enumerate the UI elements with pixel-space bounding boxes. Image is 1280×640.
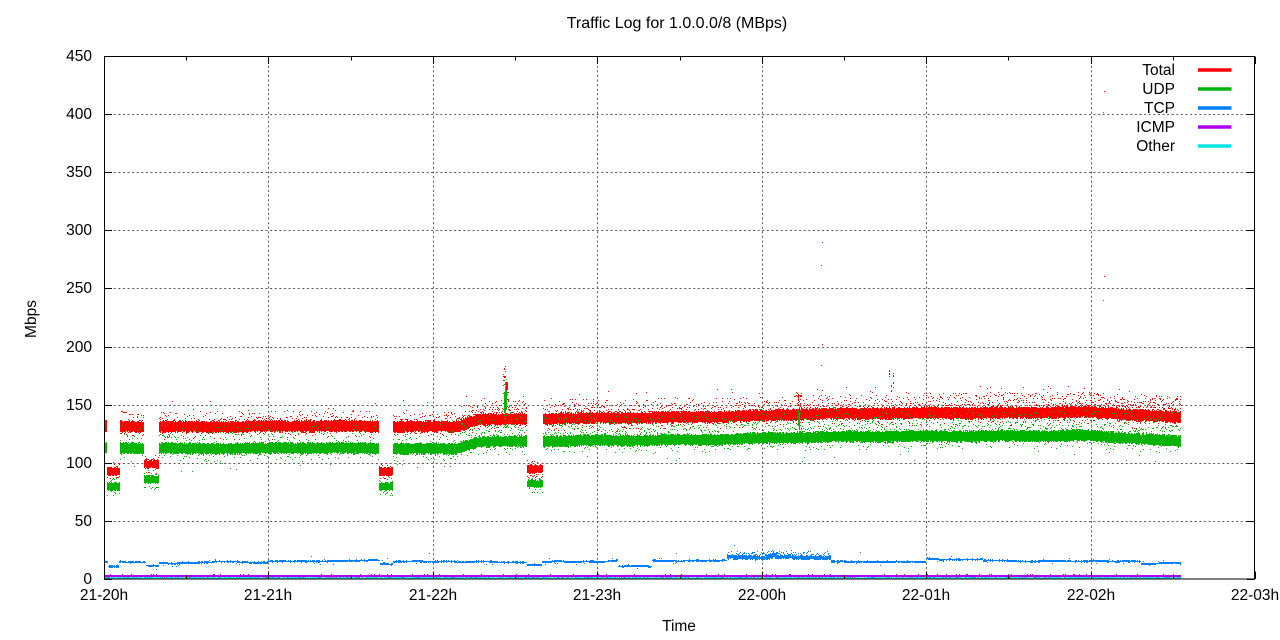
svg-text:250: 250 <box>66 280 92 297</box>
svg-text:22-00h: 22-00h <box>738 587 786 604</box>
svg-text:400: 400 <box>66 106 92 123</box>
svg-text:0: 0 <box>83 571 92 588</box>
svg-text:300: 300 <box>66 222 92 239</box>
svg-text:Traffic Log for 1.0.0.0/8 (MBp: Traffic Log for 1.0.0.0/8 (MBps) <box>567 15 788 32</box>
svg-text:TCP: TCP <box>1144 100 1175 117</box>
svg-text:ICMP: ICMP <box>1136 119 1175 136</box>
svg-text:21-23h: 21-23h <box>573 587 621 604</box>
svg-text:350: 350 <box>66 164 92 181</box>
svg-text:22-02h: 22-02h <box>1067 587 1115 604</box>
svg-text:450: 450 <box>66 48 92 65</box>
svg-text:UDP: UDP <box>1142 81 1175 98</box>
svg-text:22-03h: 22-03h <box>1231 587 1279 604</box>
svg-text:50: 50 <box>75 513 93 530</box>
svg-text:100: 100 <box>66 455 92 472</box>
svg-text:21-22h: 21-22h <box>409 587 457 604</box>
svg-text:21-20h: 21-20h <box>80 587 128 604</box>
svg-text:22-01h: 22-01h <box>902 587 950 604</box>
svg-text:21-21h: 21-21h <box>244 587 292 604</box>
svg-text:Mbps: Mbps <box>23 300 40 338</box>
svg-text:150: 150 <box>66 397 92 414</box>
svg-text:Total: Total <box>1142 62 1175 79</box>
svg-text:Other: Other <box>1136 138 1175 155</box>
svg-text:200: 200 <box>66 339 92 356</box>
svg-text:Time: Time <box>662 618 696 635</box>
